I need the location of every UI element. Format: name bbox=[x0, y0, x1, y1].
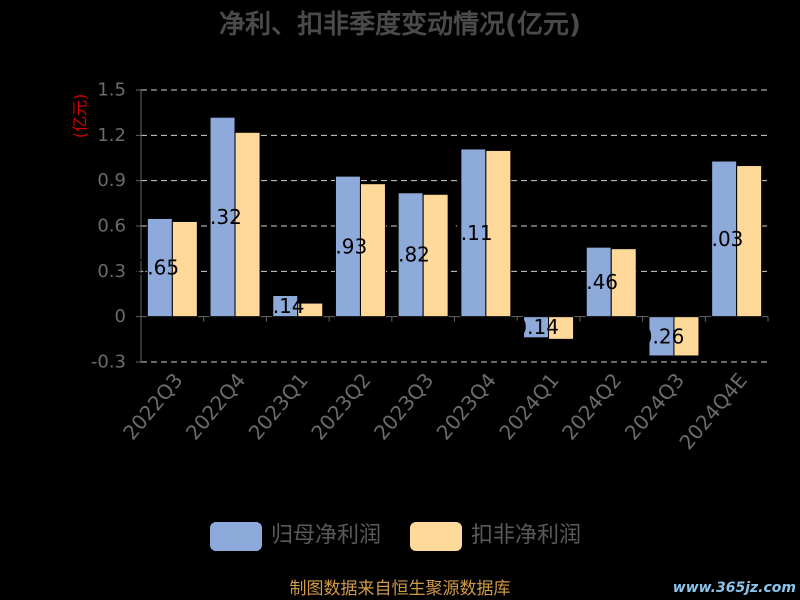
bar-series-0-2024Q4E bbox=[711, 160, 738, 318]
x-tick-label: 2023Q4 bbox=[432, 368, 501, 444]
y-tick-label: 0.9 bbox=[97, 170, 126, 191]
bar-series-1-2022Q3 bbox=[171, 220, 198, 318]
data-source-note: 制图数据来自恒生聚源数据库 bbox=[289, 579, 511, 599]
data-labels: 0.65 1.32 0.14 0.93 0.82 1.11 -0.14 0.46 -0.26 1.… bbox=[135, 205, 744, 348]
legend-label: 归母净利润 bbox=[271, 523, 382, 548]
bar-series-1-2022Q4 bbox=[234, 131, 261, 318]
bar-series-1-2024Q2 bbox=[610, 248, 637, 318]
bar-series-1-2024Q1 bbox=[548, 316, 575, 340]
bar-series-1-2023Q1 bbox=[297, 302, 324, 318]
y-tick-label: 0.3 bbox=[97, 261, 126, 282]
bar-series-1-2023Q4 bbox=[485, 149, 512, 318]
bar-series-1-2023Q3 bbox=[422, 193, 449, 318]
data-label-2024Q2: 0.46 bbox=[573, 270, 618, 294]
y-tick-label: 1.2 bbox=[97, 125, 126, 146]
data-label-2022Q3: 0.65 bbox=[135, 256, 180, 280]
x-tick-label: 2024Q2 bbox=[557, 368, 626, 444]
y-axis-title: (亿元) bbox=[71, 94, 90, 139]
y-tick-label: 1.5 bbox=[97, 80, 126, 101]
y-tick-label: -0.3 bbox=[91, 352, 126, 373]
bar-series-0-2023Q2 bbox=[334, 175, 361, 318]
legend-swatch bbox=[210, 521, 262, 551]
legend-item-guimu-net-profit: 归母净利润 bbox=[210, 521, 381, 551]
data-label-2024Q1: -0.14 bbox=[507, 315, 559, 339]
bar-series-1-2024Q4E bbox=[736, 165, 763, 318]
y-tick-label: 0 bbox=[115, 306, 126, 327]
site-watermark: www.365jz.com bbox=[672, 580, 796, 596]
bar-series-0-2024Q3 bbox=[648, 316, 675, 357]
bar-series-1-2024Q3 bbox=[673, 316, 700, 357]
y-tick-label: 0.6 bbox=[97, 216, 126, 237]
data-label-2023Q4: 1.11 bbox=[448, 221, 493, 245]
legend-swatch bbox=[410, 521, 462, 551]
data-label-2023Q1: 0.14 bbox=[260, 294, 305, 318]
data-label-2024Q4E: 1.03 bbox=[699, 227, 744, 251]
x-tick-label: 2022Q3 bbox=[118, 368, 187, 444]
data-label-2023Q3: 0.82 bbox=[385, 243, 430, 267]
x-tick-label: 2023Q2 bbox=[306, 368, 375, 444]
bar-series-0-2022Q4 bbox=[209, 116, 236, 318]
bar-series-0-2023Q4 bbox=[460, 148, 487, 318]
x-tick-label: 2023Q3 bbox=[369, 368, 438, 444]
data-label-2023Q2: 0.93 bbox=[323, 234, 368, 258]
data-label-2022Q4: 1.32 bbox=[197, 205, 242, 229]
bars bbox=[146, 116, 763, 357]
bar-series-0-2022Q3 bbox=[146, 217, 173, 318]
chart-title: 净利、扣非季度变动情况(亿元) bbox=[219, 10, 581, 40]
bar-series-1-2023Q2 bbox=[359, 183, 386, 318]
x-tick-label: 2023Q1 bbox=[244, 368, 313, 444]
data-label-2024Q3: -0.26 bbox=[633, 324, 685, 348]
x-tick-label: 2024Q1 bbox=[494, 368, 563, 444]
legend-item-koufei-net-profit: 扣非净利润 bbox=[410, 521, 581, 551]
x-tick-label: 2022Q4 bbox=[181, 368, 250, 444]
legend-label: 扣非净利润 bbox=[471, 523, 582, 548]
